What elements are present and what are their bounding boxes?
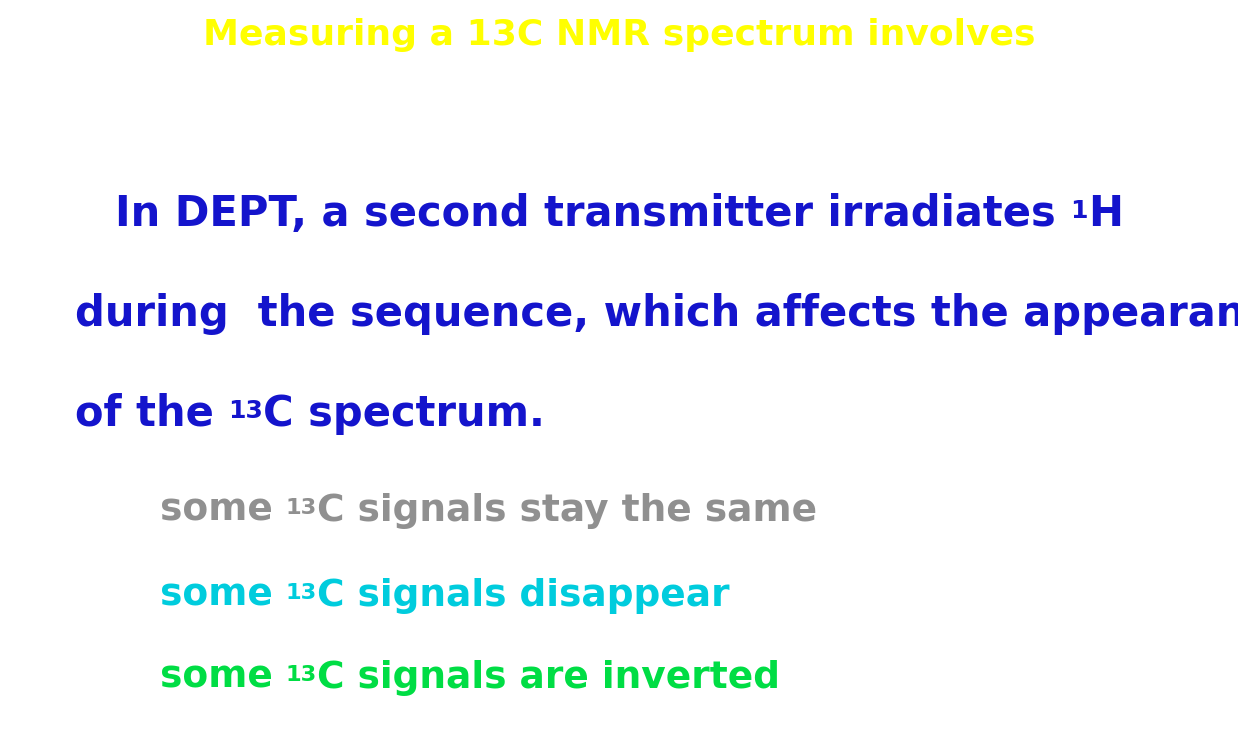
Text: C signals are inverted: C signals are inverted <box>317 660 780 696</box>
Text: some: some <box>160 660 286 696</box>
Text: during  the sequence, which affects the appearance: during the sequence, which affects the a… <box>76 293 1238 335</box>
Text: H: H <box>1088 193 1123 234</box>
Text: 13: 13 <box>286 665 317 685</box>
Text: 13: 13 <box>228 399 264 423</box>
Text: 1: 1 <box>1070 199 1088 223</box>
Text: 13: 13 <box>286 498 317 518</box>
Text: some: some <box>160 578 286 614</box>
Text: C signals disappear: C signals disappear <box>317 578 729 614</box>
Text: In DEPT, a second transmitter irradiates: In DEPT, a second transmitter irradiates <box>115 193 1070 234</box>
Text: Measuring a 13C NMR spectrum involves: Measuring a 13C NMR spectrum involves <box>203 18 1035 51</box>
Text: 13: 13 <box>286 583 317 603</box>
Text: some: some <box>160 493 286 529</box>
Text: of the: of the <box>76 393 228 435</box>
Text: C spectrum.: C spectrum. <box>264 393 545 435</box>
Text: C signals stay the same: C signals stay the same <box>317 493 817 529</box>
